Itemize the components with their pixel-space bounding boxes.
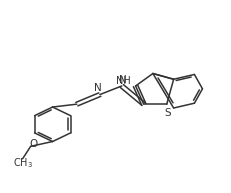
Text: N: N (118, 75, 126, 85)
Text: O: O (29, 139, 37, 149)
Text: S: S (163, 108, 170, 118)
Text: N: N (93, 83, 101, 93)
Text: NH: NH (115, 76, 130, 86)
Text: CH$_3$: CH$_3$ (12, 156, 33, 169)
